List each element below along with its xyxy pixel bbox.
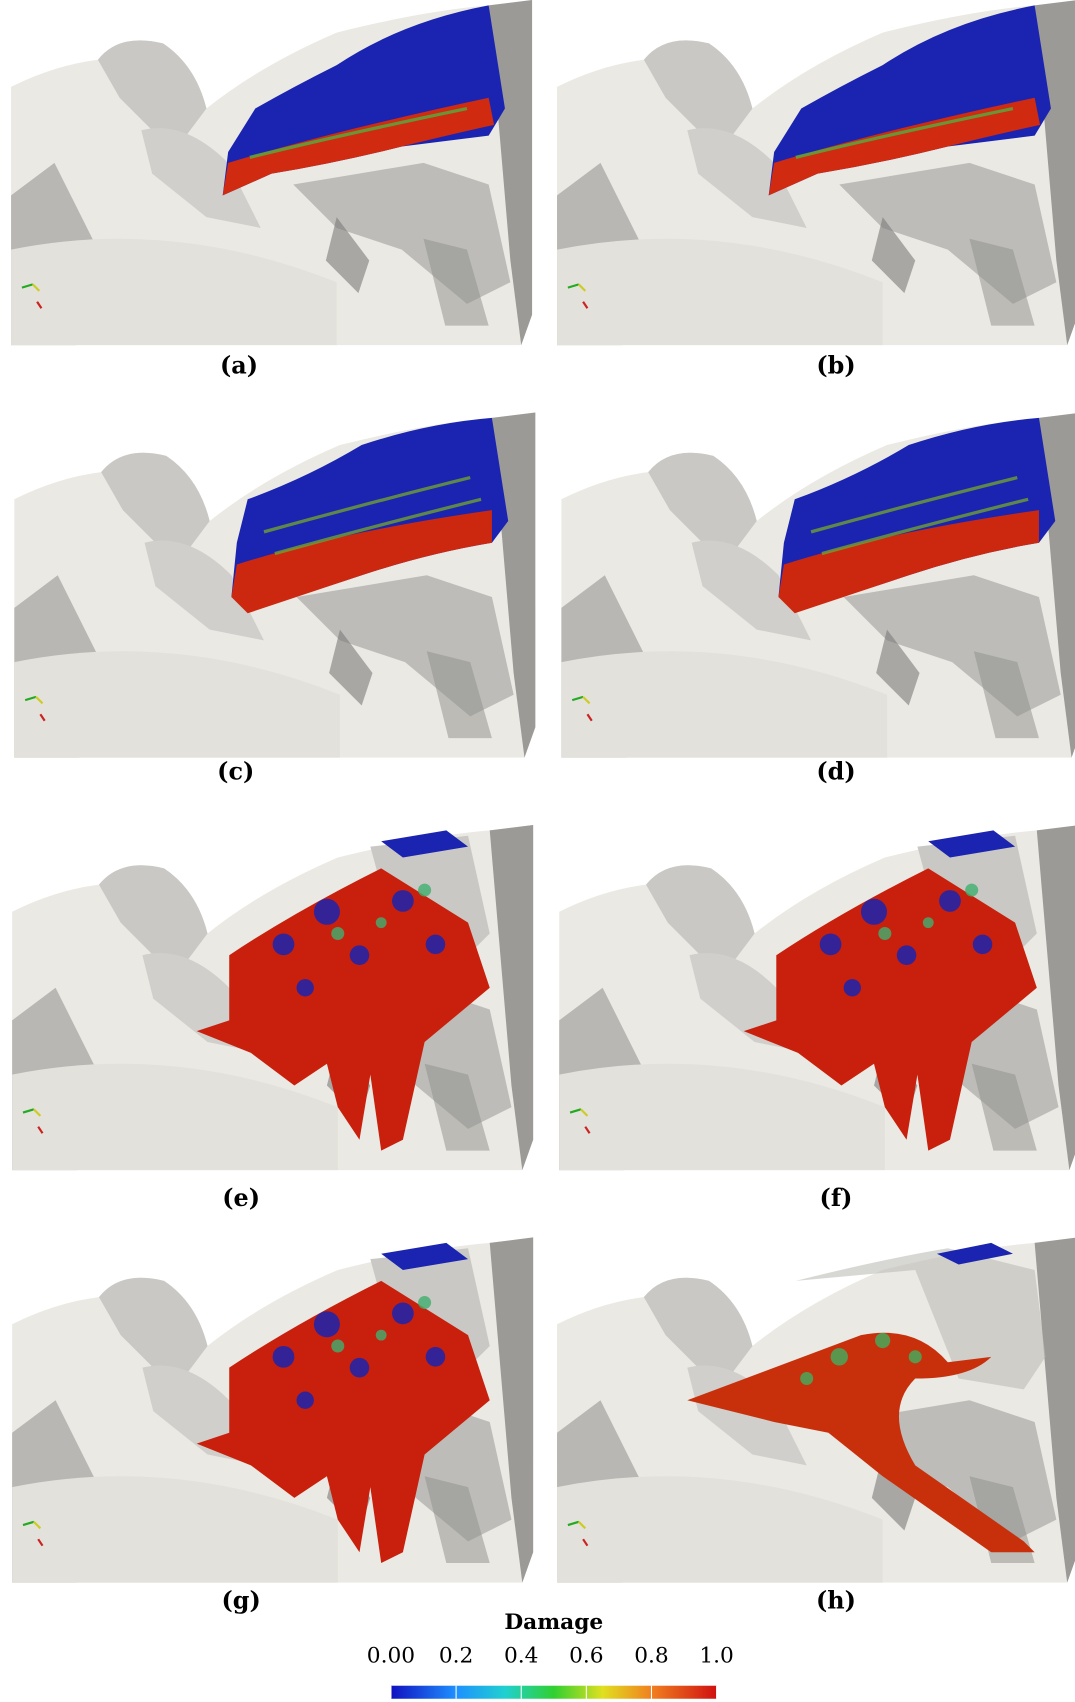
- colorbar-tick-label: 0.4: [504, 1643, 539, 1668]
- colorbar: [391, 1686, 717, 1699]
- figure: (a) (b) (c) (d) (e) (f) (g) (h) Damage 0…: [0, 0, 1075, 1702]
- colorbar-tick-label: 0.8: [634, 1643, 668, 1668]
- panel-label: (h): [816, 1587, 856, 1615]
- colorbar-tick-label: 0.2: [439, 1643, 474, 1668]
- panel-label: (a): [220, 351, 258, 379]
- colorbar-tick-label: 0.6: [569, 1643, 604, 1668]
- panel-label: (e): [222, 1184, 260, 1212]
- panel-label: (b): [816, 351, 855, 379]
- colorbar-tick-label: 0.00: [367, 1643, 415, 1668]
- panel-label: (g): [222, 1587, 261, 1615]
- panel-label: (c): [217, 757, 254, 785]
- panel-label: (f): [820, 1184, 853, 1212]
- colorbar-tick-label: 1.0: [699, 1643, 733, 1668]
- colorbar-title: Damage: [504, 1610, 603, 1635]
- panel-label: (d): [816, 757, 855, 785]
